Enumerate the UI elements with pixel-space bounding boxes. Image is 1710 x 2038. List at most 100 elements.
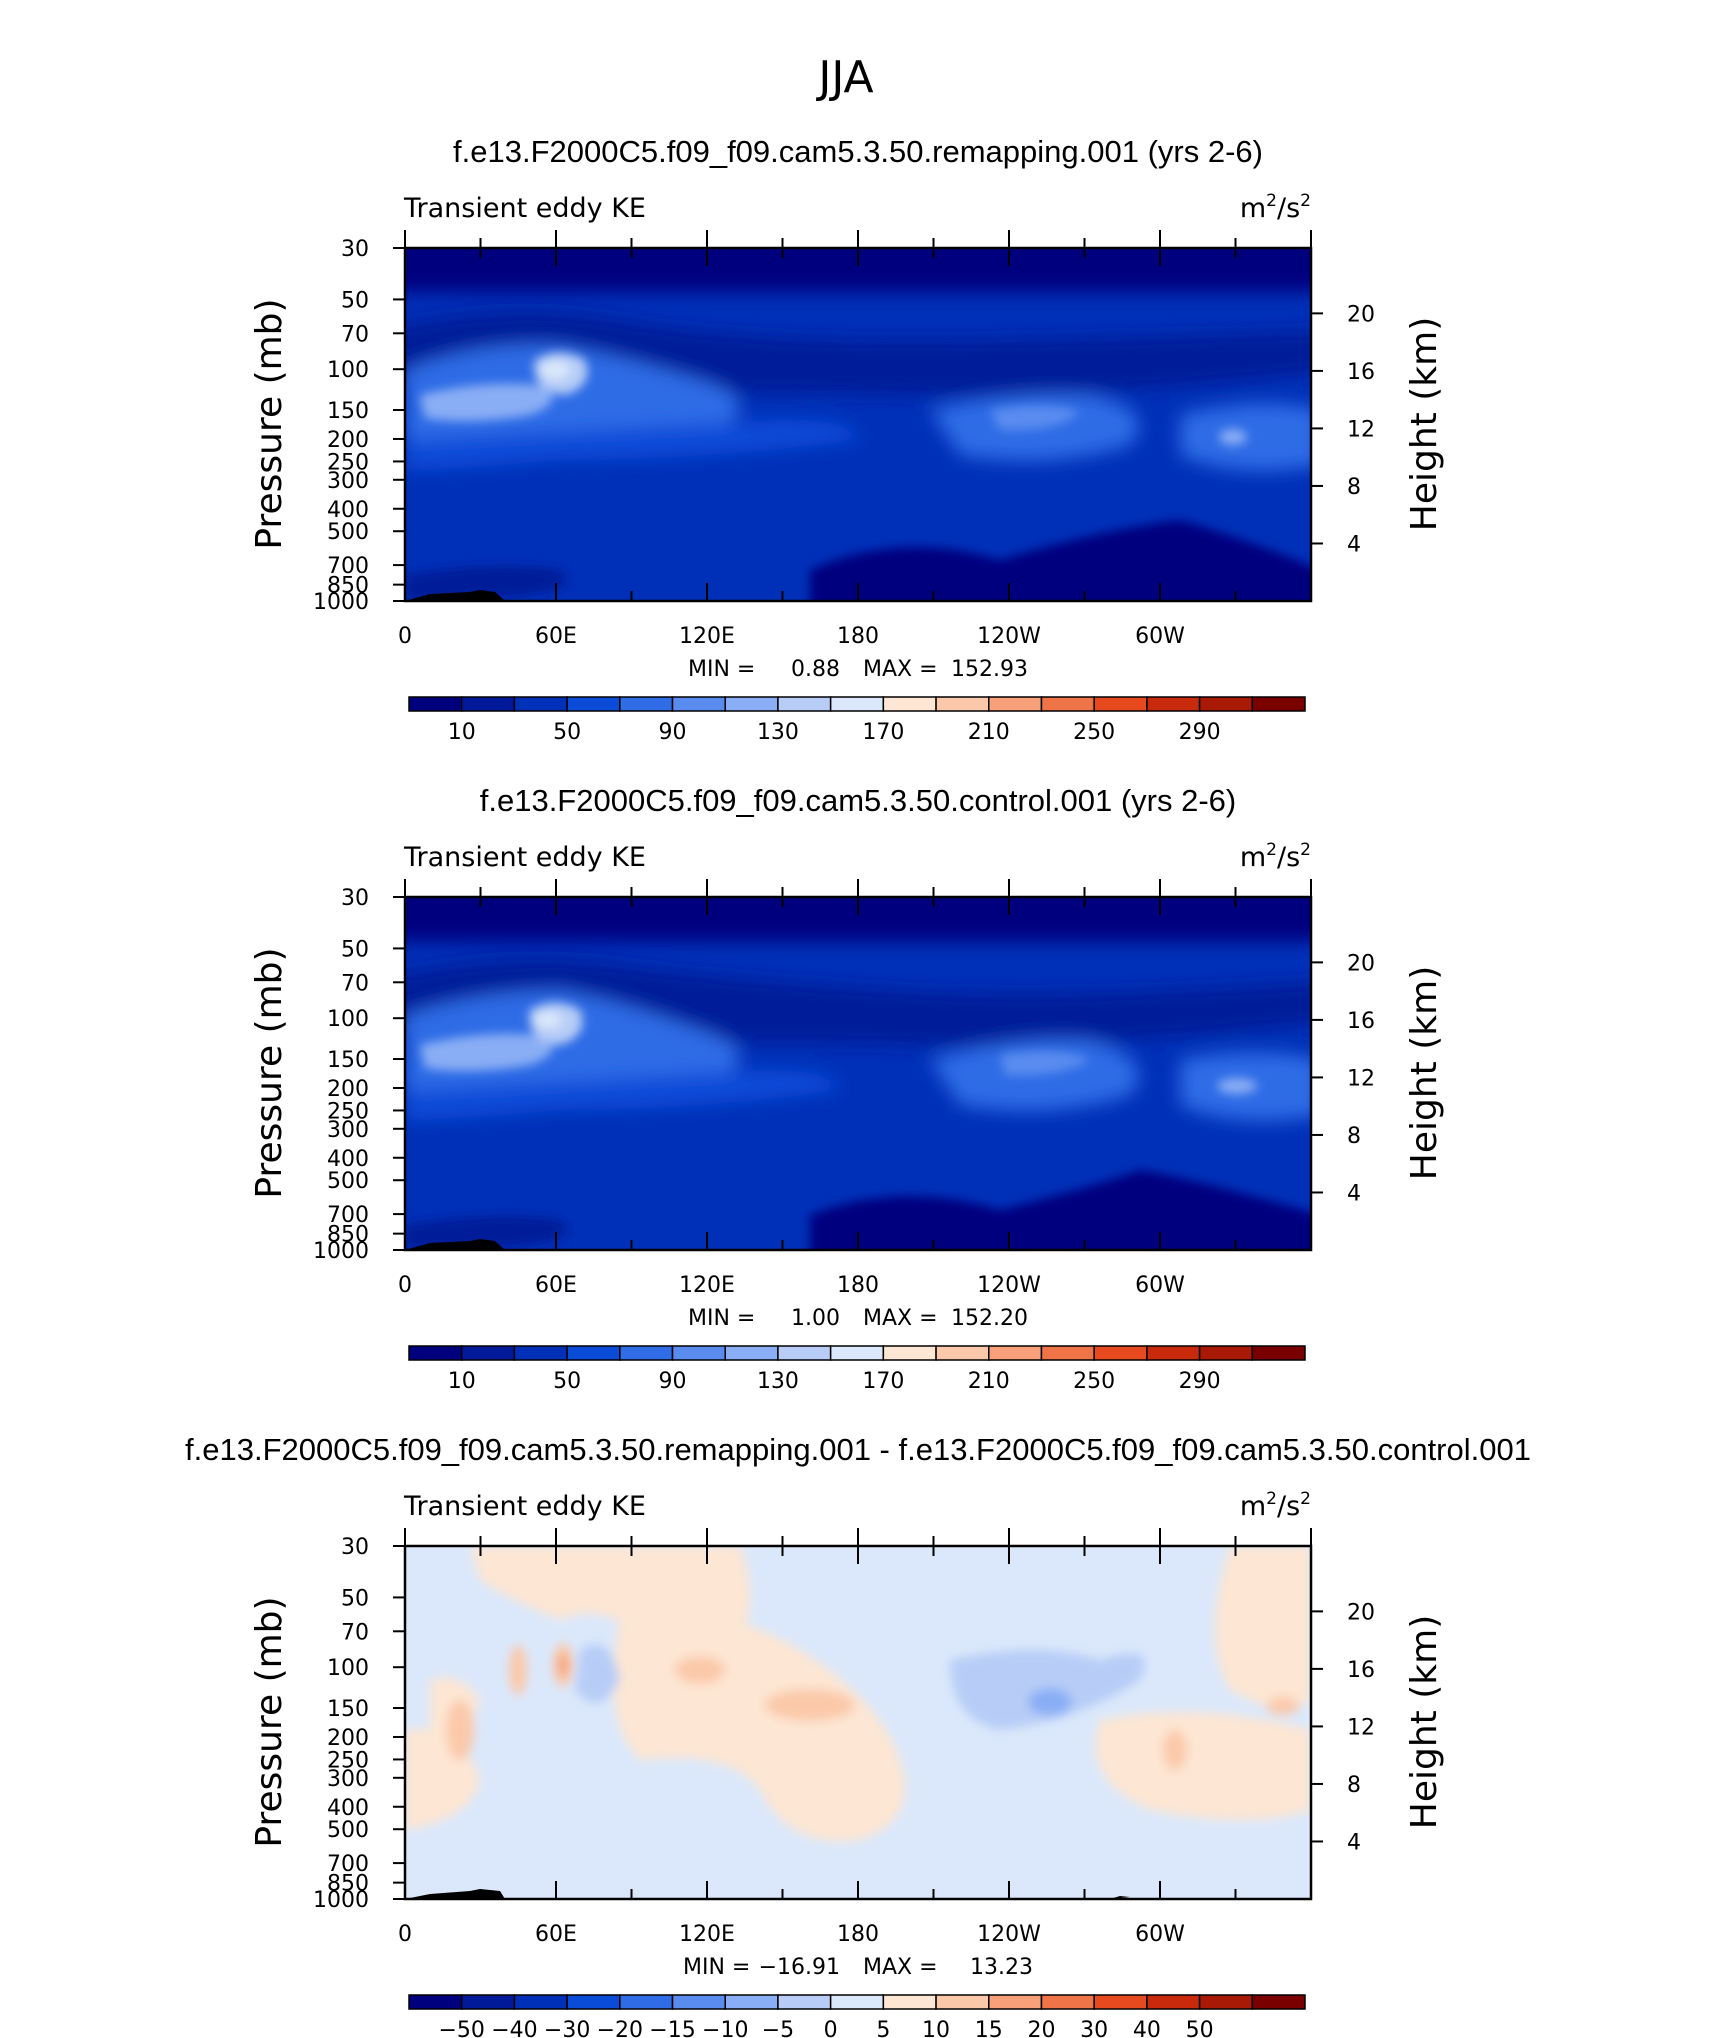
- y-tick-label-left: 400: [327, 1796, 369, 1821]
- x-tick-label: 180: [837, 1273, 879, 1298]
- y-tick-label-right: 12: [1347, 1715, 1375, 1740]
- figure-suptitle: JJA: [815, 52, 873, 103]
- x-tick-label: 120E: [679, 1922, 735, 1947]
- units-label: m2/s2: [1240, 1489, 1311, 1522]
- colorbar-label: 250: [1073, 1369, 1115, 1394]
- y-tick-label-right: 16: [1347, 1009, 1375, 1034]
- x-tick-label: 60W: [1135, 624, 1185, 649]
- ke-core-90: [420, 1033, 553, 1071]
- x-tick-label: 180: [837, 624, 879, 649]
- colorbar-label: −20: [597, 2018, 643, 2038]
- panel-difference: f.e13.F2000C5.f09_f09.cam5.3.50.remappin…: [185, 1432, 1531, 2038]
- stats-max-label: MAX =: [863, 1955, 938, 1980]
- y-tick-label-left: 850: [327, 1872, 369, 1897]
- y-tick-label-right: 4: [1347, 1830, 1361, 1855]
- colorbar-swatch: [619, 696, 674, 712]
- y-tick-label-right: 4: [1347, 1181, 1361, 1206]
- colorbar-swatch: [460, 696, 516, 712]
- x-tick-label: 180: [837, 1922, 879, 1947]
- y-tick-label-left: 700: [327, 1852, 369, 1877]
- colorbar-swatch: [566, 1345, 621, 1361]
- colorbar-label: 210: [968, 1369, 1010, 1394]
- ke-peak: [540, 361, 570, 379]
- colorbar-label: 10: [448, 1369, 476, 1394]
- colorbar-swatch: [671, 696, 726, 712]
- colorbar-swatch: [988, 696, 1043, 712]
- stats-max-value: 152.20: [951, 1306, 1028, 1331]
- y-tick-label-left: 500: [327, 1818, 369, 1843]
- colorbar-swatch: [724, 1994, 779, 2010]
- colorbar-label: 40: [1133, 2018, 1161, 2038]
- colorbar-label: 20: [1027, 2018, 1055, 2038]
- y-tick-label-left: 700: [327, 1203, 369, 1228]
- y-tick-label-left: 300: [327, 1767, 369, 1792]
- colorbar-swatch: [1146, 1345, 1201, 1361]
- stats-max-value: 152.93: [951, 657, 1028, 682]
- x-tick-label: 60E: [535, 1922, 577, 1947]
- y-tick-label-left: 30: [341, 237, 369, 262]
- y-tick-label-left: 50: [341, 288, 369, 313]
- y-tick-label-left: 70: [341, 1620, 369, 1645]
- stats-min-value: 0.88: [791, 657, 840, 682]
- colorbar-swatch: [671, 1994, 726, 2010]
- stats-min-value: 1.00: [791, 1306, 840, 1331]
- panel-subtitle: Transient eddy KE: [403, 193, 646, 224]
- y-label-left: Pressure (mb): [249, 1596, 290, 1847]
- colorbar-swatch: [1146, 1994, 1201, 2010]
- y-tick-label-left: 100: [327, 1656, 369, 1681]
- colorbar-swatch: [566, 696, 621, 712]
- y-tick-label-left: 250: [327, 1099, 369, 1124]
- y-tick-label-left: 250: [327, 1748, 369, 1773]
- colorbar-label: 50: [553, 1369, 581, 1394]
- stratosphere-band: [405, 897, 1311, 941]
- y-tick-label-left: 250: [327, 450, 369, 475]
- x-tick-label: 120W: [977, 1922, 1041, 1947]
- colorbar-swatch: [671, 1345, 726, 1361]
- diff-neg-3: [1028, 1688, 1072, 1716]
- x-tick-label: 120E: [679, 624, 735, 649]
- ke-low-level-east: [810, 520, 1311, 601]
- colorbar-label: 170: [862, 720, 904, 745]
- y-tick-label-right: 16: [1347, 360, 1375, 385]
- colorbar-swatch: [988, 1345, 1043, 1361]
- colorbar: 10 50 90 130 170 210 250 290: [408, 696, 1306, 745]
- colorbar-label: 170: [862, 1369, 904, 1394]
- colorbar-label: 130: [757, 720, 799, 745]
- colorbar-label: 0: [824, 2018, 838, 2038]
- colorbar-swatch: [1198, 1994, 1254, 2010]
- stats-min-value: −16.91: [759, 1955, 840, 1980]
- y-tick-label-right: 4: [1347, 532, 1361, 557]
- y-tick-label-left: 400: [327, 1147, 369, 1172]
- diff-pos-4: [446, 1700, 474, 1760]
- colorbar-swatch: [777, 696, 832, 712]
- y-tick-label-left: 50: [341, 1586, 369, 1611]
- colorbar-label: −50: [438, 2018, 484, 2038]
- y-label-right: Height (km): [1404, 317, 1445, 531]
- colorbar-swatch: [1093, 1994, 1148, 2010]
- y-tick-label-left: 300: [327, 469, 369, 494]
- y-tick-label-left: 1000: [313, 1888, 369, 1913]
- ke-midlevel-50: [405, 420, 860, 470]
- diff-pos-6: [675, 1656, 725, 1684]
- plot-field: [405, 897, 1311, 1250]
- colorbar-swatch: [1146, 696, 1201, 712]
- colorbar-label: −40: [491, 2018, 537, 2038]
- y-tick-label-left: 850: [327, 1223, 369, 1248]
- colorbar-swatch: [935, 1994, 990, 2010]
- colorbar-swatch: [1251, 696, 1306, 712]
- colorbar: 10 50 90 130 170 210 250 290: [408, 1345, 1306, 1394]
- colorbar-swatch: [882, 1345, 937, 1361]
- colorbar-label: 290: [1179, 720, 1221, 745]
- colorbar-swatch: [513, 696, 568, 712]
- diff-pos-11: [558, 1654, 568, 1676]
- y-label-right: Height (km): [1404, 1615, 1445, 1829]
- colorbar-swatch: [1093, 1345, 1148, 1361]
- colorbar-label: 5: [876, 2018, 890, 2038]
- x-tick-label: 60E: [535, 1273, 577, 1298]
- ke-east-90: [1000, 1051, 1090, 1076]
- ke-east2-90: [1219, 429, 1247, 445]
- colorbar-label: 15: [975, 2018, 1003, 2038]
- colorbar-swatch: [408, 1994, 463, 2010]
- stats-min-label: MIN =: [688, 657, 755, 682]
